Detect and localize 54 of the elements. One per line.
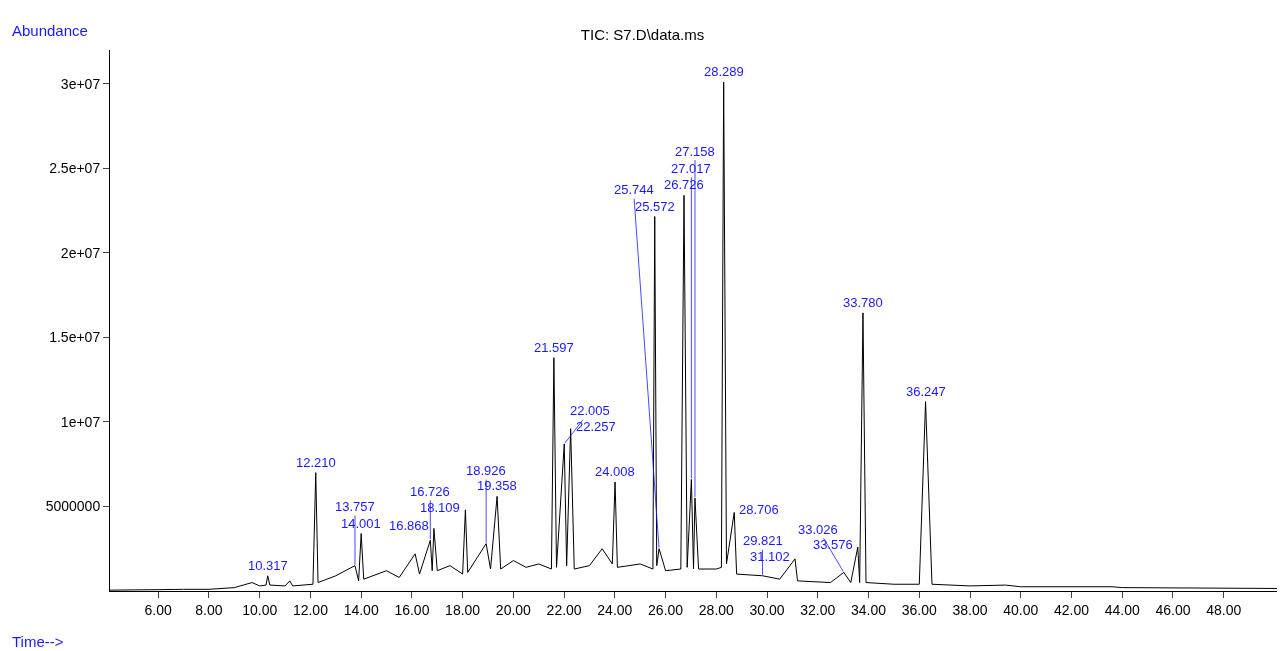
x-tick-label: 26.00 [648,601,684,618]
annotation: 22.257 [576,419,616,434]
x-tick-label: 40.00 [1003,601,1039,618]
x-tick-label: 36.00 [901,601,938,618]
annotation: 27.158 [675,144,715,159]
annotation: 16.868 [389,518,429,533]
annotation: 19.358 [477,478,517,493]
x-tick-label: 32.00 [800,601,836,618]
x-tick-label: 12.00 [292,601,329,618]
x-tick-label: 8.00 [195,601,223,618]
x-tick-label: 14.00 [343,601,379,618]
y-tick-label: 1e+07 [60,413,101,430]
annotation: 25.744 [614,182,654,197]
annotation: 14.001 [341,516,381,531]
annotation: 25.572 [635,199,675,214]
x-tick-label: 22.00 [546,601,582,618]
annotation: 28.289 [704,64,744,79]
x-tick-label: 34.00 [851,601,887,618]
x-tick-label: 30.00 [749,601,785,618]
annotation: 28.706 [739,502,779,517]
annotation: 33.026 [798,522,838,537]
y-axis-title: Abundance [12,22,88,39]
chart-title: TIC: S7.D\data.ms [580,25,705,43]
x-axis-title: Time--> [12,633,64,650]
annotation: 22.005 [570,403,610,418]
x-tick-label: 44.00 [1104,601,1140,618]
x-tick-label: 10.00 [242,601,278,618]
y-tick-label: 5000000 [45,498,101,515]
annotation: 21.597 [534,340,574,355]
x-tick-label: 48.00 [1206,601,1242,618]
annotation: 16.726 [410,484,450,499]
annotation: 18.926 [466,463,506,478]
x-tick-label: 46.00 [1155,601,1191,618]
annotation: 36.247 [906,384,946,399]
annotation: 10.317 [248,558,288,573]
x-tick-label: 20.00 [495,601,532,618]
y-tick-label: 2e+07 [60,244,101,261]
y-tick-label: 3e+07 [60,75,101,92]
annotation: 27.017 [671,161,711,176]
y-tick-label: 1.5e+07 [49,329,101,346]
annotation: 13.757 [335,499,375,514]
annotation: 24.008 [595,464,635,479]
x-tick-label: 38.00 [952,601,988,618]
x-tick-label: 24.00 [597,601,633,618]
x-tick-label: 42.00 [1053,601,1090,618]
annotation: 12.210 [296,455,336,470]
x-tick-label: 16.00 [394,601,430,618]
annotation: 33.780 [843,295,883,310]
annotation: 29.821 [743,533,783,548]
x-tick-label: 28.00 [698,601,735,618]
annotation: 33.576 [813,537,853,552]
y-tick-label: 2.5e+07 [49,160,101,177]
x-tick-label: 18.00 [445,601,481,618]
x-tick-label: 6.00 [144,601,173,618]
